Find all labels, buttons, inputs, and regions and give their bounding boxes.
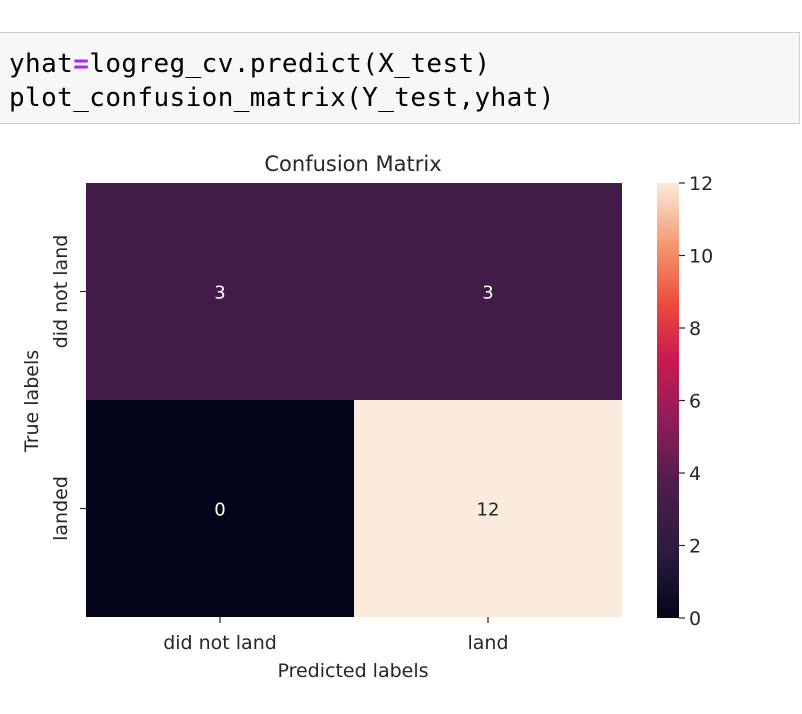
code-assign-operator: = xyxy=(73,49,90,79)
y-tick-label: did not land xyxy=(50,235,72,349)
colorbar-tick-label: 8 xyxy=(689,318,701,340)
x-tick-label: did not land xyxy=(163,632,277,654)
colorbar: 0 2 4 6 8 10 12 xyxy=(657,173,713,630)
colorbar-tick-label: 6 xyxy=(689,391,701,413)
x-axis-label: Predicted labels xyxy=(277,660,428,682)
chart-title: Confusion Matrix xyxy=(264,152,441,176)
y-tick-label: landed xyxy=(50,476,72,541)
code-cell[interactable]: yhat=logreg_cv.predict(X_test) plot_conf… xyxy=(0,32,800,124)
colorbar-tick-label: 2 xyxy=(689,536,701,558)
colorbar-scale xyxy=(657,183,679,618)
colorbar-tick-label: 10 xyxy=(689,246,713,268)
heatmap-cell xyxy=(86,400,354,617)
code-var: yhat xyxy=(9,49,74,79)
cell-value-label: 0 xyxy=(214,500,225,521)
y-axis-label: True labels xyxy=(21,350,43,453)
colorbar-tick-label: 4 xyxy=(689,463,701,485)
colorbar-tick-label: 0 xyxy=(689,608,701,630)
heatmap-cell xyxy=(354,183,622,400)
cell-value-label: 12 xyxy=(477,500,500,521)
colorbar-tick-label: 12 xyxy=(689,173,713,195)
code-line-2: plot_confusion_matrix(Y_test,yhat) xyxy=(9,83,555,113)
heatmap-cell xyxy=(86,183,354,400)
code-call: logreg_cv.predict(X_test) xyxy=(89,49,491,79)
x-tick-label: land xyxy=(467,632,508,654)
heatmap-cell xyxy=(354,400,622,617)
code-line-1: yhat=logreg_cv.predict(X_test) xyxy=(9,49,491,79)
cell-value-label: 3 xyxy=(482,283,493,304)
cell-value-label: 3 xyxy=(214,283,225,304)
heatmap: 3 3 0 12 did not land land did not land landed xyxy=(50,183,622,654)
